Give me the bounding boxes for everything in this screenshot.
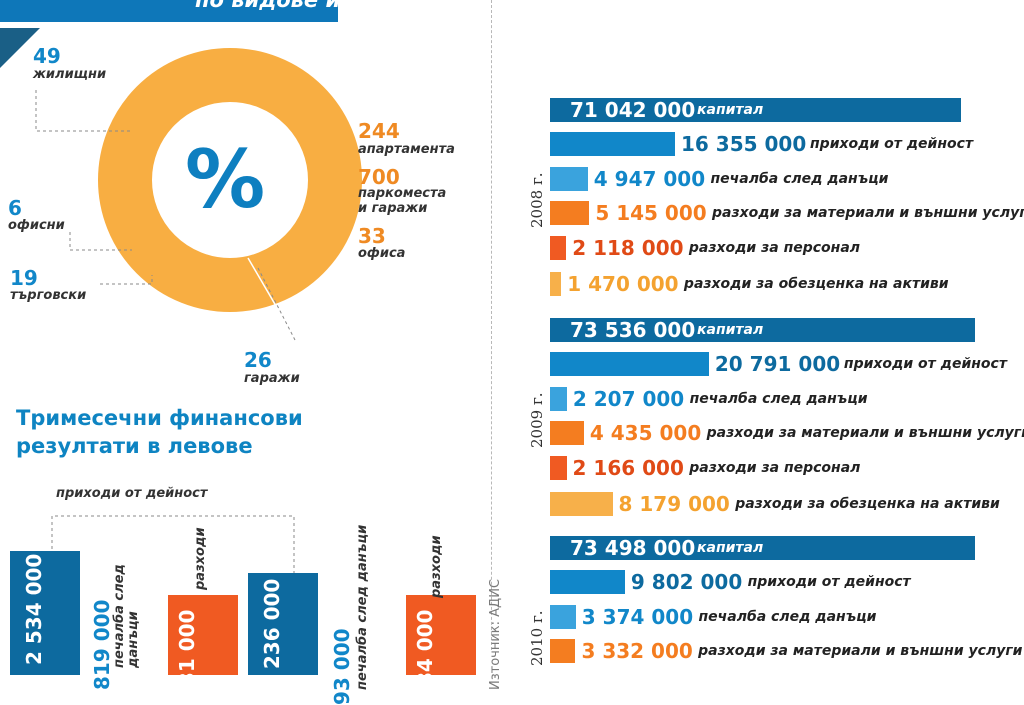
bar-value-1-5: 8 179 000	[618, 492, 730, 516]
bar-0-4	[550, 236, 567, 260]
bar-1-1	[550, 352, 709, 376]
bar-value-0-0: 71 042 000	[570, 98, 696, 122]
header-title: по видове имоти	[195, 0, 399, 12]
bar-label-2-2: печалба след данъци	[698, 609, 877, 625]
donut-label-parking: паркоместа и гаражи	[358, 186, 447, 216]
bar-value-1-2: 2 207 000	[572, 387, 685, 411]
bar-value-0-3: 5 145 000	[595, 201, 707, 225]
bar-value-2-2: 3 374 000	[581, 605, 694, 629]
leader-line-garages	[257, 267, 296, 341]
bar-label-0-5: разходи за обезценка на активи	[683, 276, 949, 292]
column-divider	[491, 0, 492, 650]
q-label-profit-1: печалба след данъци	[112, 564, 141, 668]
bar-label-2-1: приходи от дейност	[747, 574, 911, 590]
bar-value-2-1: 9 802 000	[630, 570, 743, 594]
bar-label-1-2: печалба след данъци	[689, 391, 868, 407]
bar-0-0	[550, 98, 961, 122]
year-label-1: 2009 г.	[528, 392, 546, 448]
donut-value-offices: 33	[358, 224, 386, 248]
bar-value-2-3: 3 332 000	[581, 639, 693, 663]
bar-label-2-3: разходи за материали и външни услуги	[698, 643, 1023, 659]
bar-0-1	[550, 132, 675, 156]
donut-label-apartments: апартамента	[358, 142, 455, 157]
quarterly-title: Тримесечни финансови резултати в левове	[16, 406, 303, 458]
donut-chart	[35, 48, 362, 341]
donut-ring	[98, 48, 362, 312]
header-corner-decoration	[0, 28, 40, 68]
bar-label-1-5: разходи за обезценка на активи	[735, 496, 1000, 512]
bar-label-0-2: печалба след данъци	[710, 171, 889, 187]
bar-value-1-4: 2 166 000	[572, 456, 684, 480]
q-value-revenue-1: 2 534 000	[22, 553, 46, 665]
donut-value-office: 6	[8, 196, 22, 220]
donut-center-symbol: %	[185, 133, 266, 226]
q-label-expenses-2: разходи	[429, 535, 444, 598]
donut-label-retail: търговски	[10, 288, 87, 303]
q-bar-revenue-2	[248, 573, 318, 675]
donut-label-garages: гаражи	[244, 371, 300, 386]
bar-label-0-1: приходи от дейност	[810, 136, 974, 152]
q-value-expenses-2: 284 000	[413, 609, 437, 700]
q-label-profit-2: печалба след данъци	[355, 524, 370, 690]
bar-value-0-2: 4 947 000	[593, 167, 706, 191]
q-value-revenue-2: 1 236 000	[260, 578, 284, 690]
bar-label-0-4: разходи за персонал	[688, 240, 861, 256]
leader-line-residential	[35, 90, 130, 132]
bar-0-2	[550, 167, 588, 191]
quarterly-caption: приходи от дейност	[56, 486, 208, 501]
bar-value-1-3: 4 435 000	[589, 421, 702, 445]
q-bar-expenses-2	[406, 595, 476, 675]
bar-label-1-3: разходи за материали и външни услуги	[706, 425, 1024, 441]
donut-value-retail: 19	[10, 266, 38, 290]
annual-bar-chart: 71 042 000 капитал 16 355 000 приходи от де…	[500, 0, 1024, 675]
donut-value-residential: 49	[33, 44, 61, 68]
bar-value-0-1: 16 355 000	[681, 132, 807, 156]
donut-label-offices: офиса	[358, 246, 406, 261]
bar-2-2	[550, 605, 576, 629]
donut-value-garages: 26	[244, 348, 272, 372]
donut-value-parking: 700	[358, 165, 400, 189]
bar-value-1-0: 73 536 000	[570, 318, 696, 342]
bar-value-0-4: 2 118 000	[572, 236, 684, 260]
donut-value-apartments: 244	[358, 119, 400, 143]
donut-label-office: офисни	[8, 218, 65, 233]
leader-line-office	[69, 232, 132, 251]
q-label-expenses-1: разходи	[193, 527, 208, 590]
q-value-expenses-1: 831 000	[175, 609, 199, 700]
quarterly-bars	[0, 520, 490, 675]
bar-2-3	[550, 639, 576, 663]
bar-2-1	[550, 570, 625, 594]
bar-label-1-1: приходи от дейност	[843, 356, 1007, 372]
bar-0-5	[550, 272, 562, 296]
bar-value-1-1: 20 791 000	[714, 352, 841, 376]
bar-label-1-4: разходи за персонал	[689, 460, 861, 476]
bar-1-3	[550, 421, 584, 445]
q-bar-expenses-1	[168, 595, 238, 675]
bar-1-2	[550, 387, 567, 411]
bar-1-5	[550, 492, 613, 516]
bar-label-0-0: капитал	[697, 102, 764, 118]
bar-label-0-3: разходи за материали и външни услуги	[712, 205, 1024, 221]
donut-label-residential: жилищни	[33, 67, 107, 82]
bar-label-2-0: капитал	[697, 540, 764, 556]
year-label-0: 2008 г.	[528, 172, 546, 228]
donut-slice-divider	[247, 257, 277, 307]
bar-label-1-0: капитал	[697, 322, 764, 338]
bar-value-0-5: 1 470 000	[567, 272, 679, 296]
q-bar-revenue-1	[10, 551, 80, 675]
bar-1-4	[550, 456, 567, 480]
bar-2-0	[550, 536, 975, 560]
q-value-profit-2: 93 000	[330, 628, 354, 705]
bar-value-2-0: 73 498 000	[570, 536, 696, 560]
header-banner	[0, 0, 338, 22]
bar-0-3	[550, 201, 590, 225]
q-value-profit-1: 819 000	[90, 599, 114, 690]
year-label-2: 2010 г.	[528, 610, 546, 666]
bar-1-0	[550, 318, 975, 342]
